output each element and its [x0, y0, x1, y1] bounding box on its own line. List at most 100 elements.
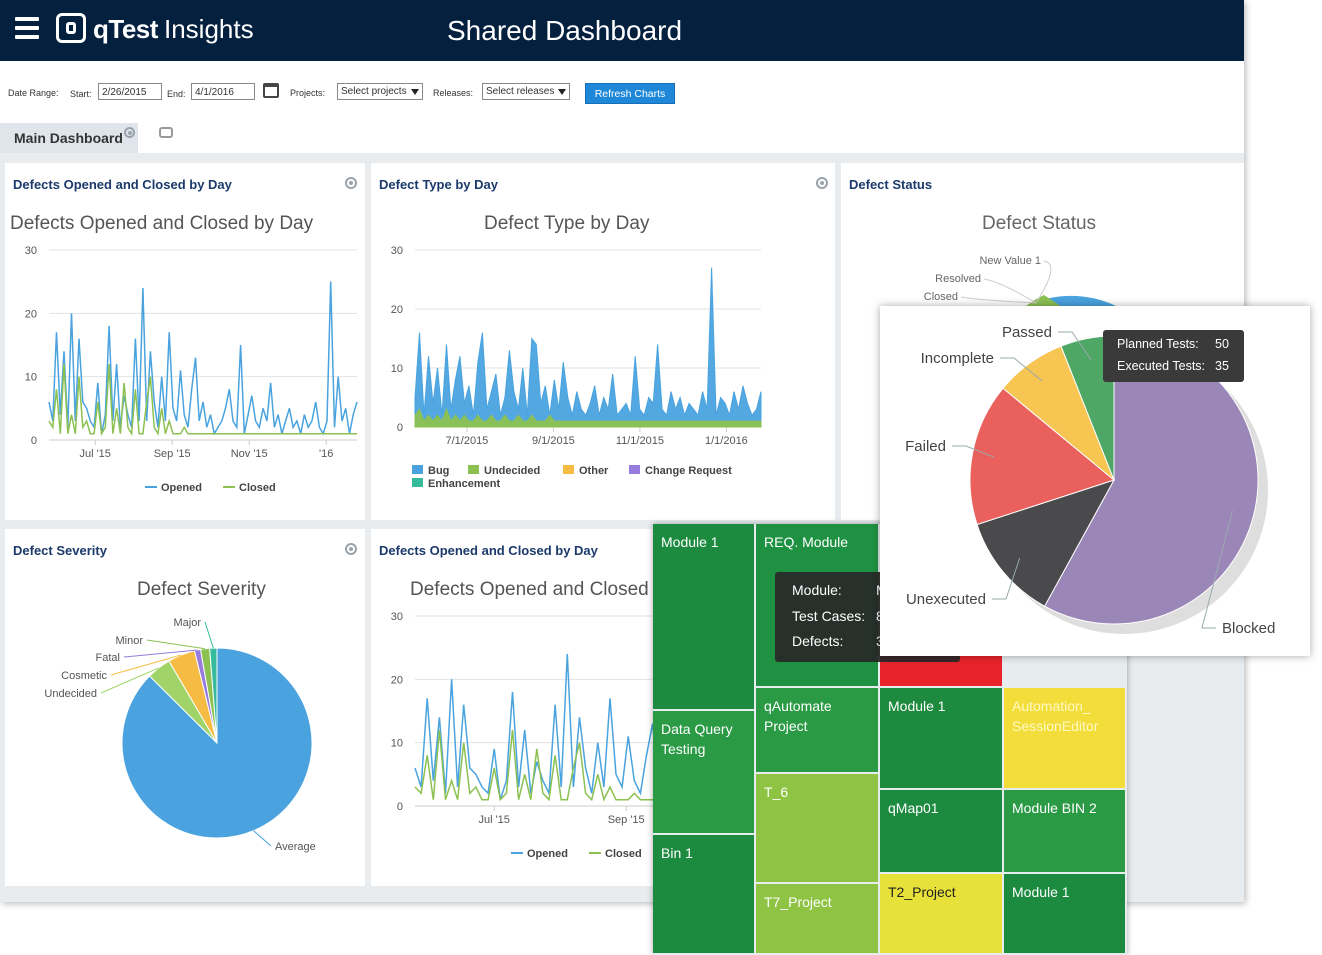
treemap-cell[interactable]: Bin 1 [653, 835, 756, 955]
pie-connector [110, 654, 182, 676]
x-tick-label: 9/1/2015 [532, 435, 575, 447]
treemap-cell[interactable]: Module 1 [653, 524, 756, 711]
legend-label: Closed [605, 848, 642, 860]
panel-defects-opened-closed: Defects Opened and Closed by Day Defects… [5, 163, 365, 520]
panel-header: Defect Type by Day [379, 177, 498, 192]
y-tick-label: 10 [391, 363, 403, 375]
tab-main-dashboard-label: Main Dashboard [14, 130, 123, 146]
x-tick-label: Sep '15 [608, 814, 645, 826]
pie-connector [1058, 331, 1092, 361]
hamburger-menu-icon[interactable] [15, 17, 39, 43]
releases-select-value: Select releases [486, 86, 555, 97]
pie-connector [1000, 357, 1043, 382]
opened-closed-line-chart: 0 10 20 30 Jul '15 Sep '15 Nov '15 '16 Opened Clo… [25, 245, 358, 494]
qtest-logo-icon [56, 13, 86, 43]
pie-connector [1035, 260, 1052, 304]
refresh-charts-button[interactable]: Refresh Charts [585, 83, 675, 104]
panel-settings-gear-icon[interactable] [816, 177, 828, 189]
x-tick-label: Sep '15 [154, 448, 191, 460]
end-date-input[interactable]: 4/1/2016 [191, 83, 255, 100]
pie-label: Cosmetic [61, 670, 107, 682]
pie-connector [123, 649, 198, 658]
treemap-cell[interactable]: qAutomate Project [756, 688, 880, 774]
pie-connector [983, 278, 1037, 304]
pie-connector [100, 667, 160, 694]
legend-label: Change Request [645, 465, 732, 477]
pie-connector [952, 445, 994, 458]
treemap-cell[interactable]: Module 1 [880, 688, 1004, 790]
date-range-label: Date Range: [8, 88, 59, 98]
brand-qtest: qTest [93, 14, 158, 44]
x-tick-label: 7/1/2015 [445, 435, 488, 447]
start-date-input[interactable]: 2/26/2015 [98, 83, 162, 100]
x-tick-label: 1/1/2016 [705, 435, 748, 447]
treemap-cell[interactable]: Module 1 [1004, 874, 1127, 955]
treemap-cell[interactable]: Data Query Testing [653, 711, 756, 835]
series-line-closed [48, 363, 357, 437]
tab-main-dashboard[interactable]: Main Dashboard [0, 123, 138, 153]
y-tick-label: 30 [391, 611, 403, 623]
y-tick-label: 0 [31, 435, 37, 447]
panel-header: Defects Opened and Closed by Day [13, 177, 232, 192]
treemap-cell[interactable]: T_6 [756, 774, 880, 884]
releases-select[interactable]: Select releases [482, 83, 570, 100]
tab-settings-gear-icon[interactable] [124, 127, 135, 138]
pie-label: Fatal [96, 652, 120, 664]
legend-label: Bug [428, 465, 449, 477]
treemap-cell[interactable]: T2_Project [880, 874, 1004, 955]
treemap-cell[interactable]: Automation_ SessionEditor [1004, 688, 1127, 790]
pie-connector [204, 621, 214, 649]
y-tick-label: 30 [391, 245, 403, 257]
x-tick-label: Jul '15 [79, 448, 110, 460]
y-tick-label: 10 [25, 372, 37, 384]
defect-type-area-chart: 0 10 20 30 7/1/2015 9/1/2015 11/1/2015 1/1/2016… [391, 245, 762, 490]
tooltip-cases-label: Test Cases: [792, 608, 866, 624]
x-tick-label: '16 [319, 448, 333, 460]
treemap-cell[interactable]: T7_Project [756, 884, 880, 955]
pie-label: Incomplete [921, 350, 994, 367]
legend-label: Opened [527, 848, 568, 860]
legend-swatch [412, 465, 423, 474]
legend-swatch [629, 465, 640, 474]
x-tick-label: Jul '15 [478, 814, 509, 826]
treemap-cell[interactable]: qMap01 [880, 790, 1004, 874]
calendar-icon[interactable] [263, 83, 279, 98]
panel-settings-gear-icon[interactable] [345, 177, 357, 189]
legend-swatch [563, 465, 574, 474]
legend-swatch [468, 465, 479, 474]
pie-connector [146, 639, 206, 650]
tooltip-cases-value: 8 [876, 608, 884, 624]
tooltip-executed-label: Executed Tests: [1117, 359, 1206, 373]
legend-label: Undecided [484, 465, 540, 477]
series-area-bug [414, 267, 762, 428]
y-tick-label: 20 [391, 304, 403, 316]
panel-settings-gear-icon[interactable] [345, 543, 357, 555]
chart-title: Defect Type by Day [484, 213, 650, 234]
legend-label: Opened [161, 482, 202, 494]
y-tick-label: 0 [397, 422, 403, 434]
top-navigation-bar: qTest Insights Shared Dashboard [0, 0, 1244, 61]
pie-label: New Value 1 [979, 255, 1041, 267]
treemap-cell[interactable]: Module BIN 2 [1004, 790, 1127, 874]
x-tick-label: 11/1/2015 [616, 435, 664, 447]
end-label: End: [167, 89, 186, 99]
y-tick-label: 10 [391, 738, 403, 750]
legend-label: Other [579, 465, 609, 477]
add-dashboard-icon[interactable] [159, 127, 173, 138]
defect-severity-pie-chart: Average Undecided Cosmetic Fatal Minor Major [44, 617, 315, 853]
tooltip-planned-label: Planned Tests: [1117, 337, 1199, 351]
pie-label: Blocked [1222, 620, 1275, 637]
projects-label: Projects: [290, 88, 326, 98]
chart-title: Defects Opened and Closed by Day [10, 213, 314, 234]
projects-select[interactable]: Select projects [337, 83, 423, 100]
panel-header: Defect Severity [13, 543, 107, 558]
y-tick-label: 20 [25, 308, 37, 320]
pie-label: Closed [924, 291, 958, 303]
panel-header: Defects Opened and Closed by Day [379, 543, 598, 558]
tooltip-defects-value: 3 [876, 633, 884, 649]
test-run-status-pie-chart: Blocked Unexecuted Failed Incomplete Passed [905, 324, 1275, 637]
pie-slice-failed [969, 387, 1116, 526]
tab-row [0, 123, 1244, 153]
pie-label: Unexecuted [906, 591, 986, 608]
pie-label: Failed [905, 438, 946, 455]
